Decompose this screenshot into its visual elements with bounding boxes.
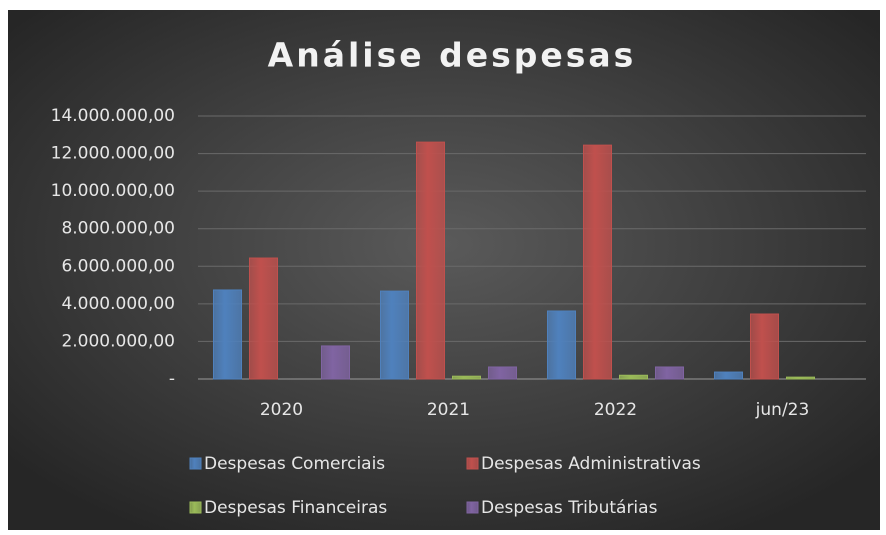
y-tick-label: 6.000.000,00	[61, 256, 175, 276]
legend-marker	[189, 501, 202, 514]
x-tick-label: 2020	[260, 400, 303, 420]
legend-label: Despesas Financeiras	[204, 498, 387, 518]
y-tick-label: 10.000.000,00	[51, 181, 175, 201]
legend-marker	[466, 457, 479, 470]
chart-title: Análise despesas	[268, 36, 637, 75]
bar	[380, 290, 409, 380]
legend-label: Despesas Tributárias	[481, 498, 658, 518]
bar	[583, 144, 612, 380]
y-tick-label: 12.000.000,00	[51, 144, 175, 164]
bar	[416, 141, 445, 380]
y-tick-label: 2.000.000,00	[61, 331, 175, 351]
legend-label: Despesas Comerciais	[204, 454, 385, 474]
bar	[750, 313, 779, 380]
y-tick-label: 8.000.000,00	[61, 219, 175, 239]
y-tick-label: -	[169, 369, 175, 389]
legend-marker	[466, 501, 479, 514]
bar	[213, 289, 242, 380]
bar	[619, 374, 648, 380]
bar	[547, 310, 576, 380]
legend-label: Despesas Administrativas	[481, 454, 701, 474]
y-tick-label: 4.000.000,00	[61, 294, 175, 314]
bar	[321, 345, 350, 380]
legend-marker	[189, 457, 202, 470]
x-tick-label: 2022	[594, 400, 637, 420]
x-tick-label: 2021	[427, 400, 470, 420]
bar	[488, 366, 517, 380]
bar	[714, 371, 743, 380]
x-tick-label: jun/23	[755, 400, 810, 420]
bar	[655, 366, 684, 380]
bar	[249, 257, 278, 380]
bar	[452, 375, 481, 380]
bar	[786, 376, 815, 380]
y-tick-label: 14.000.000,00	[51, 106, 175, 126]
